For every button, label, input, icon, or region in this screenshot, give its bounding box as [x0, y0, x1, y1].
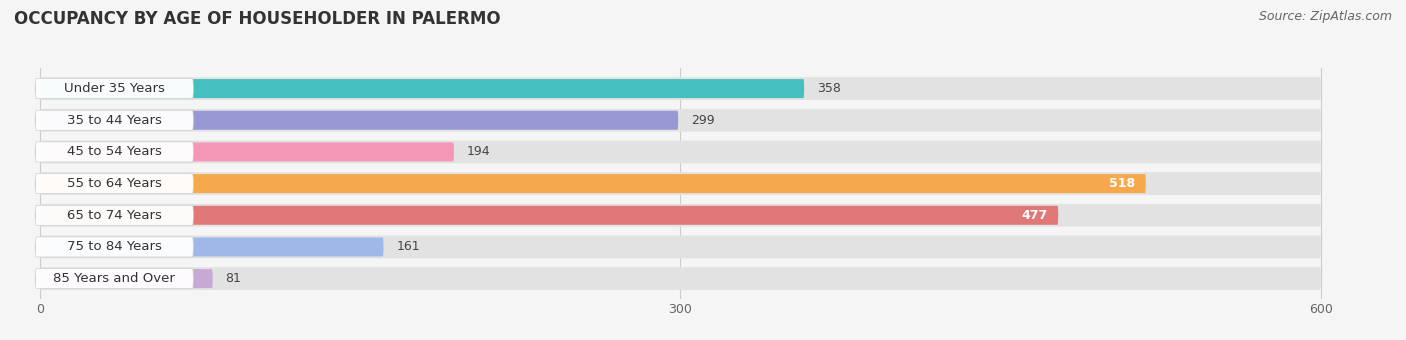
Text: 299: 299 — [690, 114, 714, 127]
Text: 194: 194 — [467, 146, 491, 158]
FancyBboxPatch shape — [39, 269, 212, 288]
FancyBboxPatch shape — [39, 79, 804, 98]
FancyBboxPatch shape — [35, 110, 194, 130]
Text: Source: ZipAtlas.com: Source: ZipAtlas.com — [1258, 10, 1392, 23]
Text: 161: 161 — [396, 240, 420, 253]
FancyBboxPatch shape — [39, 77, 1320, 100]
Text: 81: 81 — [225, 272, 242, 285]
FancyBboxPatch shape — [35, 237, 194, 257]
Text: 45 to 54 Years: 45 to 54 Years — [67, 146, 162, 158]
FancyBboxPatch shape — [35, 79, 194, 99]
FancyBboxPatch shape — [39, 174, 1146, 193]
FancyBboxPatch shape — [35, 269, 194, 289]
Text: 518: 518 — [1109, 177, 1135, 190]
FancyBboxPatch shape — [39, 142, 454, 162]
FancyBboxPatch shape — [39, 206, 1059, 225]
Text: Under 35 Years: Under 35 Years — [65, 82, 165, 95]
FancyBboxPatch shape — [39, 267, 1320, 290]
FancyBboxPatch shape — [39, 111, 678, 130]
FancyBboxPatch shape — [35, 205, 194, 225]
Text: 75 to 84 Years: 75 to 84 Years — [67, 240, 162, 253]
FancyBboxPatch shape — [39, 140, 1320, 163]
Text: 65 to 74 Years: 65 to 74 Years — [67, 209, 162, 222]
FancyBboxPatch shape — [35, 142, 194, 162]
Text: 358: 358 — [817, 82, 841, 95]
FancyBboxPatch shape — [35, 173, 194, 194]
Text: 55 to 64 Years: 55 to 64 Years — [67, 177, 162, 190]
Text: OCCUPANCY BY AGE OF HOUSEHOLDER IN PALERMO: OCCUPANCY BY AGE OF HOUSEHOLDER IN PALER… — [14, 10, 501, 28]
FancyBboxPatch shape — [39, 236, 1320, 258]
FancyBboxPatch shape — [39, 204, 1320, 227]
FancyBboxPatch shape — [39, 237, 384, 256]
FancyBboxPatch shape — [39, 172, 1320, 195]
Text: 35 to 44 Years: 35 to 44 Years — [67, 114, 162, 127]
Text: 85 Years and Over: 85 Years and Over — [53, 272, 176, 285]
Text: 477: 477 — [1021, 209, 1047, 222]
FancyBboxPatch shape — [39, 109, 1320, 132]
